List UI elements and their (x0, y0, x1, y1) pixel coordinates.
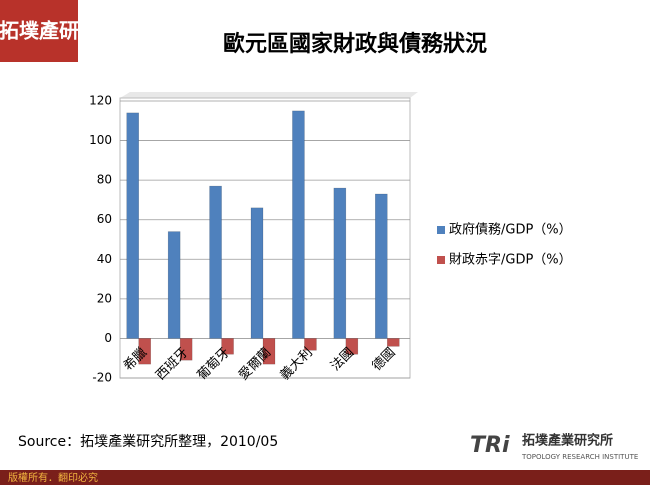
legend-label: 財政赤字/GDP（%） (449, 253, 572, 268)
plot-top (120, 92, 418, 98)
logo: 拓墣產研 (0, 19, 79, 43)
y-tick-label: 60 (97, 212, 112, 226)
footer-bar (0, 470, 650, 485)
y-tick-label: 120 (89, 94, 112, 108)
plot-area (119, 97, 411, 379)
x-tick-label: 德國 (370, 345, 399, 374)
bar (167, 231, 181, 339)
legend-swatch (437, 226, 445, 234)
chart-title: 歐元區國家財政與債務狀況 (223, 31, 487, 57)
bar (138, 338, 151, 365)
bar (345, 338, 359, 355)
y-tick-label: 40 (97, 252, 112, 266)
institute: 拓墣產業研究所 (522, 433, 613, 449)
bar (375, 193, 388, 339)
x-tick-label: 義大利 (277, 344, 316, 383)
bar (209, 185, 222, 339)
bar (179, 338, 193, 361)
bar (304, 338, 317, 351)
brand: TRi (470, 433, 510, 458)
y-tick-label: 0 (104, 331, 112, 345)
bar (262, 338, 276, 365)
bar (221, 338, 234, 355)
y-tick-label: 20 (97, 291, 112, 305)
legend-label: 政府債務/GDP（%） (449, 223, 572, 238)
copyright: 版權所有．翻印必究 (8, 471, 98, 484)
y-tick-label: 100 (89, 133, 112, 147)
bar (126, 112, 139, 339)
bar (292, 110, 305, 339)
source: Source：拓墣產業研究所整理，2010/05 (18, 433, 278, 450)
logo-box (0, 0, 78, 62)
bar (333, 187, 347, 339)
legend-swatch (437, 256, 445, 264)
y-tick-label: 80 (97, 173, 112, 187)
bar (387, 338, 400, 347)
institute-en: TOPOLOGY RESEARCH INSTITUTE (521, 453, 638, 461)
bar (250, 207, 264, 339)
y-tick-label: -20 (92, 371, 112, 385)
